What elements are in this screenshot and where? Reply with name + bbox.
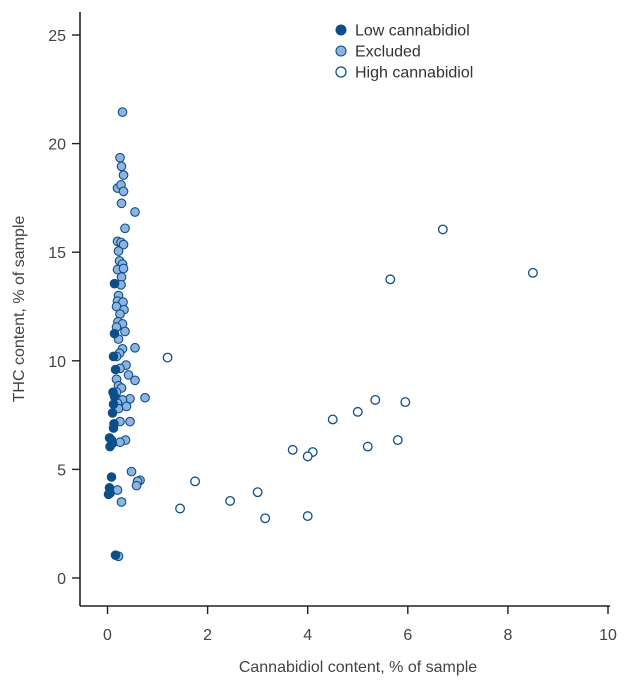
x-axis-title: Cannabidiol content, % of sample — [239, 659, 477, 676]
high-cannabidiol-point — [302, 451, 313, 462]
excluded-point — [116, 198, 127, 209]
low-cannabidiol-point — [110, 550, 121, 560]
y-tick-label: 20 — [48, 137, 66, 154]
low-cannabidiol-point — [107, 408, 118, 418]
low-cannabidiol-point — [107, 438, 118, 449]
low-cannabidiol-point — [108, 351, 119, 362]
excluded-point — [120, 326, 130, 337]
high-cannabidiol-point — [175, 503, 186, 514]
high-cannabidiol-point — [252, 487, 263, 498]
excluded-point — [121, 401, 132, 412]
low-cannabidiol-point — [109, 418, 119, 429]
legend: Low cannabidiol Excluded High cannabidiol — [335, 23, 473, 82]
high-cannabidiol-point — [327, 414, 338, 425]
high-cannabidiol-point — [385, 274, 396, 285]
excluded-point — [118, 263, 129, 274]
x-tick-label: 8 — [503, 627, 512, 644]
excluded-point — [131, 480, 142, 491]
excluded-point — [116, 497, 127, 507]
low-cannabidiol-point — [109, 278, 120, 289]
plot-area — [103, 107, 538, 562]
x-tick-label: 6 — [403, 627, 412, 644]
y-tick-label: 10 — [48, 354, 66, 371]
y-axis-title: THC content, % of sample — [11, 216, 28, 403]
high-cannabidiol-point — [190, 476, 201, 487]
excluded-point — [126, 466, 137, 477]
excluded-point — [117, 107, 128, 117]
high-cannabidiol-point — [400, 397, 411, 408]
high-cannabidiol-point — [162, 352, 173, 363]
x-tick-label: 10 — [599, 627, 617, 644]
low-cannabidiol-point — [110, 364, 121, 375]
excluded-point — [140, 392, 150, 403]
high-cannabidiol-point — [362, 441, 373, 452]
high-cannabidiol-point — [287, 444, 298, 455]
excluded-point — [118, 186, 129, 197]
low-cannabidiol-point — [106, 472, 117, 482]
legend-marker-excluded — [335, 45, 347, 57]
high-cannabidiol-point — [392, 435, 403, 446]
high-cannabidiol-point — [370, 394, 381, 405]
y-tick-label: 25 — [48, 28, 66, 45]
y-axis-ticks: 0 5 10 15 20 25 — [48, 28, 80, 588]
excluded-point — [113, 246, 124, 256]
excluded-point — [115, 152, 125, 163]
low-cannabidiol-point — [104, 483, 115, 493]
low-cannabidiol-point — [109, 328, 120, 339]
legend-label-excluded: Excluded — [355, 44, 421, 61]
x-tick-label: 0 — [103, 627, 112, 644]
excluded-point — [130, 375, 140, 386]
high-cannabidiol-point — [260, 513, 271, 524]
excluded-point — [118, 239, 129, 250]
y-tick-label: 0 — [57, 571, 66, 588]
y-tick-label: 5 — [57, 462, 66, 479]
excluded-point — [125, 416, 135, 427]
low-cannabidiol-point — [108, 387, 118, 398]
x-tick-label: 4 — [303, 627, 312, 644]
x-tick-label: 2 — [203, 627, 212, 644]
high-cannabidiol-point — [352, 406, 363, 417]
legend-label-high-cannabidiol: High cannabidiol — [355, 65, 473, 82]
legend-label-low-cannabidiol: Low cannabidiol — [355, 23, 470, 40]
excluded-point — [118, 170, 129, 180]
legend-marker-low-cannabidiol — [335, 24, 347, 36]
excluded-point — [130, 342, 140, 353]
high-cannabidiol-point — [437, 224, 448, 235]
high-cannabidiol-point — [527, 267, 538, 278]
excluded-point — [123, 370, 134, 380]
high-cannabidiol-point — [302, 511, 313, 522]
legend-marker-high-cannabidiol — [335, 66, 347, 78]
excluded-point — [120, 223, 130, 234]
y-tick-label: 15 — [48, 245, 66, 262]
x-axis-ticks: 0 2 4 6 8 10 — [103, 606, 617, 644]
excluded-point — [116, 161, 127, 172]
high-cannabidiol-point — [225, 495, 236, 506]
excluded-point — [130, 207, 140, 217]
